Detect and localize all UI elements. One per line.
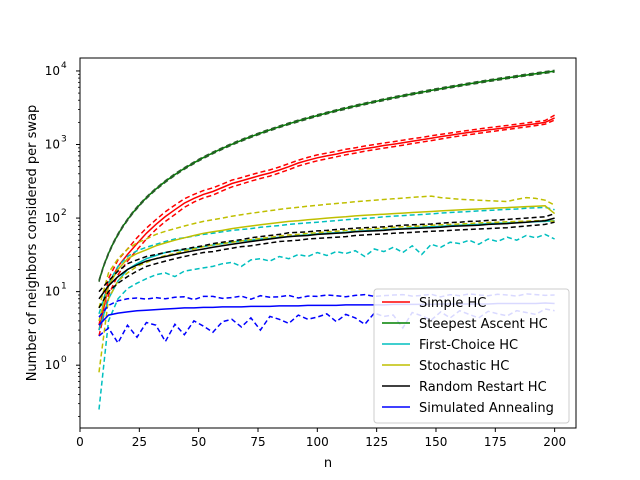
x-axis-label: n <box>324 456 332 471</box>
y-tick-label: 10 <box>45 138 60 152</box>
x-tick-label: 200 <box>543 435 566 449</box>
x-tick-label: 0 <box>76 435 84 449</box>
series-random-restart-hc-mean <box>98 217 555 300</box>
x-tick-label: 125 <box>365 435 388 449</box>
series-steepest-ascent-hc-mean <box>98 70 555 282</box>
plot-frame <box>79 57 577 429</box>
x-tick-label: 100 <box>306 435 329 449</box>
y-tick-exponent: 3 <box>61 135 67 145</box>
series-simple-hc-upper <box>98 114 555 326</box>
legend-entry: Steepest Ascent HC <box>419 317 548 332</box>
y-tick-label: 10 <box>45 211 60 225</box>
x-tick-label: 75 <box>250 435 265 449</box>
series-simple-hc-lower <box>98 119 555 337</box>
legend-entry: Simulated Annealing <box>419 401 554 416</box>
series-first-choice-hc-lower <box>98 233 555 410</box>
y-tick-label: 10 <box>45 358 60 372</box>
series-simulated-annealing-lower <box>98 308 555 345</box>
y-tick-exponent: 1 <box>61 282 67 292</box>
y-tick-label: 10 <box>45 64 60 78</box>
legend-entry: First-Choice HC <box>419 338 518 353</box>
series-stochastic-hc-mean <box>98 205 556 322</box>
x-axis: 0 25 50 75 100 125 150 175 200 <box>76 428 566 449</box>
y-axis-label: Number of neighbors considered per swap <box>25 105 40 382</box>
series-steepest-ascent-hc-upper <box>98 69 555 281</box>
legend-entry: Simple HC <box>419 296 486 311</box>
x-tick-label: 50 <box>191 435 206 449</box>
series-stochastic-hc-upper <box>98 195 555 309</box>
legend-box <box>373 288 570 424</box>
series-random-restart-hc-upper <box>98 212 555 293</box>
y-tick-label: 10 <box>45 285 60 299</box>
y-tick-exponent: 4 <box>61 61 67 71</box>
y-tick-exponent: 0 <box>61 355 67 365</box>
series-layer <box>98 69 556 410</box>
series-simple-hc-mean <box>98 117 555 331</box>
legend-entry: Stochastic HC <box>419 359 509 374</box>
series-simulated-annealing-upper <box>98 293 555 318</box>
legend: Simple HC Steepest Ascent HC First-Choice … <box>373 288 570 424</box>
legend-entry: Random Restart HC <box>419 380 547 395</box>
x-tick-label: 150 <box>425 435 448 449</box>
x-tick-label: 25 <box>132 435 147 449</box>
series-steepest-ascent-hc-lower <box>98 71 555 283</box>
series-first-choice-hc-upper <box>98 206 555 315</box>
y-tick-exponent: 2 <box>61 208 67 218</box>
series-stochastic-hc-lower <box>98 219 555 373</box>
x-tick-label: 175 <box>484 435 507 449</box>
